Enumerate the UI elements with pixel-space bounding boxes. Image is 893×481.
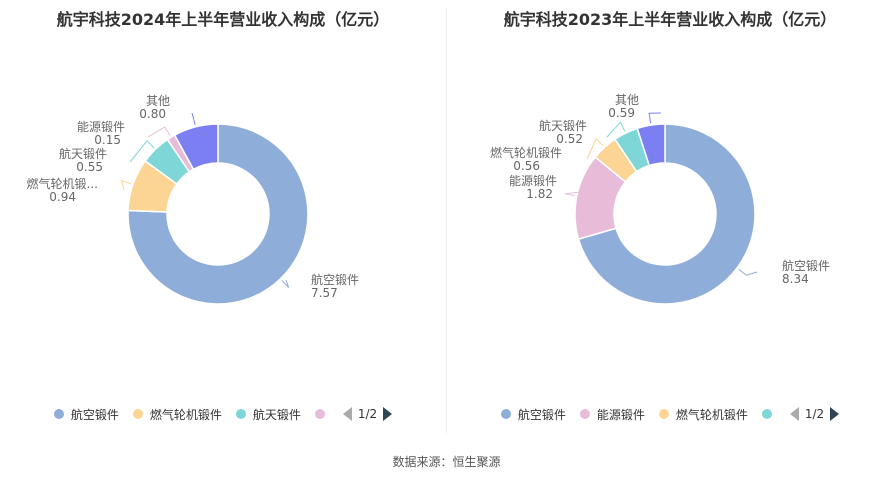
legend-label: 燃气轮机锻件 (675, 407, 748, 422)
legend-pager: 1/2 (342, 407, 393, 421)
label-leader-line (120, 179, 132, 191)
chart-panel-2024: 航宇科技2024年上半年营业收入构成（亿元） 航空锻件 7.57 燃气轮机锻... 0… (0, 0, 446, 440)
legend-label: 航天锻件 (252, 407, 301, 422)
label-leader-line (564, 191, 582, 197)
legend-next-page-icon[interactable] (383, 407, 393, 421)
legend-dot-icon (500, 409, 511, 419)
data-source: 数据来源：恒生聚源 (392, 455, 501, 469)
chart-panel-2023: 航宇科技2023年上半年营业收入构成（亿元） 航空锻件 8.34 能源锻件 1.82 燃… (447, 0, 893, 440)
legend-item[interactable]: 燃气轮机锻件 (658, 406, 748, 423)
slice-value-label: 8.34 (782, 272, 809, 286)
pie-slice[interactable] (127, 123, 309, 305)
legend-item[interactable]: 航天锻件 (235, 406, 301, 423)
label-leader-line (648, 112, 662, 124)
slice-name-label: 燃气轮机锻件 (490, 145, 562, 160)
legend-dot-icon (761, 409, 772, 419)
label-leader-line (586, 137, 604, 160)
slice-value-label: 0.94 (49, 190, 76, 204)
slice-name-label: 其他 (146, 94, 170, 108)
label-leader-line (147, 126, 171, 138)
slice-value-label: 0.56 (513, 159, 540, 173)
legend-next-page-icon[interactable] (830, 407, 840, 421)
slice-value-label: 0.59 (608, 106, 635, 120)
legend-dot-icon (53, 409, 64, 419)
slice-name-label: 航空锻件 (782, 258, 830, 273)
legend-dot-icon (579, 409, 590, 419)
label-leader-line (191, 112, 196, 126)
legend-label: 航空锻件 (517, 407, 566, 422)
label-leader-line (738, 268, 758, 276)
slice-name-label: 能源锻件 (77, 120, 125, 134)
legend-pager: 1/2 (789, 407, 840, 421)
legend-label: 能源锻件 (596, 407, 645, 422)
legend-dot-icon (314, 409, 325, 419)
slice-name-label: 航天锻件 (59, 146, 107, 161)
slice-name-label: 航天锻件 (539, 118, 587, 133)
slice-value-label: 1.82 (526, 187, 553, 201)
legend-dot-icon (658, 409, 669, 419)
legend-dot-icon (132, 409, 143, 419)
panel-divider (446, 8, 447, 433)
pie-slice[interactable] (173, 123, 219, 171)
slice-value-label: 0.15 (94, 133, 121, 147)
legend-label: 燃气轮机锻件 (149, 407, 222, 422)
slice-name-label: 燃气轮机锻... (27, 176, 98, 191)
slice-name-label: 能源锻件 (509, 174, 557, 188)
legend-prev-page-icon[interactable] (342, 407, 352, 421)
legend-page-indicator: 1/2 (357, 407, 378, 421)
slice-name-label: 航空锻件 (311, 272, 359, 287)
label-leader-line (606, 121, 626, 138)
legend-item[interactable]: 能源锻件 (579, 406, 645, 423)
legend-prev-page-icon[interactable] (789, 407, 799, 421)
slice-value-label: 7.57 (311, 286, 338, 300)
label-leader-line (129, 139, 155, 163)
legend-label: 航空锻件 (70, 407, 119, 422)
legend-item[interactable]: 航空锻件 (53, 406, 119, 423)
slice-value-label: 0.80 (139, 107, 166, 121)
pie-slice[interactable] (636, 123, 666, 167)
slice-name-label: 其他 (615, 93, 639, 107)
legend-item[interactable] (761, 409, 772, 419)
legend-dot-icon (235, 409, 246, 419)
label-leader-line (281, 279, 290, 288)
slice-value-label: 0.55 (76, 160, 103, 174)
legend-2023: 航空锻件 能源锻件 燃气轮机锻件 1/2 (447, 403, 893, 425)
legend-item[interactable]: 燃气轮机锻件 (132, 406, 222, 423)
legend-2024: 航空锻件 燃气轮机锻件 航天锻件 1/2 (0, 403, 446, 425)
pie-slice[interactable] (577, 123, 756, 305)
legend-item[interactable] (314, 409, 325, 419)
chart-title-2023: 航宇科技2023年上半年营业收入构成（亿元） (503, 10, 837, 29)
legend-item[interactable]: 航空锻件 (500, 406, 566, 423)
chart-title-2024: 航宇科技2024年上半年营业收入构成（亿元） (56, 10, 390, 29)
slice-value-label: 0.52 (556, 132, 583, 146)
legend-page-indicator: 1/2 (804, 407, 825, 421)
